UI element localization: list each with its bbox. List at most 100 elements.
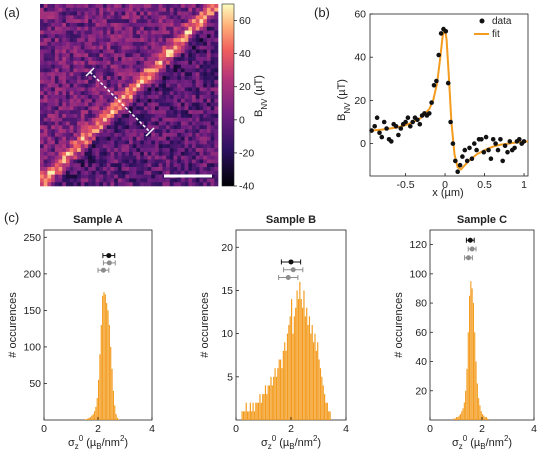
- histogram-bar: [476, 383, 478, 420]
- histogram-bar: [112, 390, 114, 420]
- histogram-bar: [300, 299, 302, 420]
- linecut-ytick-label: 60: [354, 9, 366, 21]
- histogram-bar: [89, 417, 92, 420]
- histogram-ytick-label: 120: [409, 239, 427, 251]
- histogram-bar: [286, 333, 289, 420]
- histogram-ylabel: # occurences: [7, 292, 19, 358]
- histogram-bar: [95, 406, 97, 420]
- histogram-bar: [293, 316, 295, 420]
- histogram-bar: [242, 411, 245, 420]
- histogram-bar: [87, 418, 89, 420]
- histogram-bar: [263, 394, 265, 420]
- histogram-xlabel: σz0 (µB/nm2): [68, 434, 128, 451]
- data-point: [369, 128, 374, 133]
- histogram-bar: [466, 368, 468, 420]
- colorbar-tick-label: 20: [239, 81, 251, 93]
- data-point: [431, 83, 437, 88]
- histogram-bar: [487, 418, 489, 420]
- histogram-bar: [482, 414, 484, 420]
- histogram-bar: [291, 299, 293, 420]
- histogram-bar: [478, 398, 480, 420]
- histogram-bar: [303, 290, 305, 420]
- panel-label-a: (a): [4, 5, 20, 20]
- histogram-bar: [318, 359, 320, 420]
- histogram-bar: [465, 390, 467, 420]
- histogram-bar: [299, 281, 301, 420]
- errorbar-point: [288, 259, 294, 265]
- histogram-bar: [484, 417, 486, 420]
- data-point: [498, 137, 503, 142]
- histogram-bar: [255, 402, 257, 420]
- histogram-bar: [310, 333, 312, 420]
- data-point: [448, 119, 453, 125]
- histogram-sample-c: Sample C 0 2 4 120 100 80 60 40 20 # occurences σz0…: [393, 214, 537, 451]
- data-point: [486, 147, 491, 153]
- histogram-ytick-label: 5: [227, 371, 233, 383]
- histogram-bar: [110, 346, 112, 420]
- linecut-xtick-label: 0.5: [477, 179, 492, 191]
- data-point: [429, 100, 434, 105]
- data-point: [512, 145, 517, 151]
- data-point: [405, 115, 411, 120]
- histogram-sample-a: Sample A 0 2 4 250 200 150 100 50 # occurences σz0…: [7, 214, 155, 451]
- histogram-bar: [304, 316, 306, 420]
- legend-data-label: data: [492, 16, 512, 27]
- data-point: [384, 126, 389, 131]
- histogram-ytick-label: 50: [29, 378, 41, 390]
- histogram-bar: [459, 414, 461, 420]
- histogram-ytick-label: 10: [221, 328, 233, 340]
- histogram-bar: [269, 385, 271, 420]
- histogram-bar: [264, 385, 267, 420]
- histogram-xtick-label: 4: [343, 423, 349, 435]
- histogram-bar: [479, 405, 481, 420]
- histogram-ytick-label: 100: [409, 268, 427, 280]
- errorbar-point: [467, 237, 473, 243]
- data-point: [377, 130, 382, 136]
- histogram-xtick-label: 2: [479, 423, 485, 435]
- histogram-bar: [280, 359, 282, 420]
- histogram-bar: [289, 316, 291, 420]
- histogram-bar: [322, 385, 324, 420]
- histogram-bar: [108, 325, 110, 420]
- histogram-bar: [102, 295, 104, 420]
- data-point: [483, 134, 489, 140]
- data-point: [381, 119, 387, 125]
- histogram-ylabel: # occurences: [199, 292, 211, 358]
- histogram-ytick-label: 15: [221, 285, 233, 297]
- histogram-bar: [249, 402, 251, 420]
- histogram-bar: [453, 418, 455, 420]
- linecut-xtick-label: 0: [442, 179, 448, 191]
- histogram-bar: [104, 294, 106, 420]
- histogram-bar: [467, 332, 469, 420]
- histogram-bar: [270, 376, 272, 420]
- histogram-ytick-label: 20: [221, 242, 233, 254]
- histogram-ytick-label: 200: [23, 268, 41, 280]
- histogram-bar: [288, 325, 290, 420]
- histogram-bar: [461, 411, 463, 420]
- histogram-bar: [247, 411, 249, 420]
- histogram-bar: [284, 342, 286, 420]
- data-point: [438, 31, 444, 36]
- data-point: [500, 158, 506, 164]
- histogram-bar: [456, 417, 458, 420]
- colorbar-tick-label: -40: [239, 181, 254, 193]
- data-point: [410, 119, 416, 125]
- histogram-bar: [458, 415, 460, 420]
- histogram-title: Sample C: [457, 214, 507, 226]
- histogram-bar: [248, 411, 250, 420]
- histogram-bar: [307, 325, 309, 420]
- histogram-bar: [306, 307, 308, 420]
- histogram-title: Sample A: [73, 214, 123, 226]
- histogram-bar: [277, 368, 279, 420]
- errorbar-point: [290, 267, 296, 273]
- histogram-ylabel: # occurences: [393, 292, 405, 358]
- histogram-bar: [470, 281, 472, 420]
- histogram-bar: [469, 295, 471, 420]
- histogram-xtick-label: 2: [288, 423, 294, 435]
- histogram-bar: [273, 376, 275, 420]
- histogram-bar: [92, 414, 94, 420]
- histogram-bar: [106, 303, 108, 420]
- histogram-ytick-label: 20: [415, 385, 427, 397]
- histogram-bar: [285, 350, 287, 420]
- histogram-bar: [457, 417, 459, 420]
